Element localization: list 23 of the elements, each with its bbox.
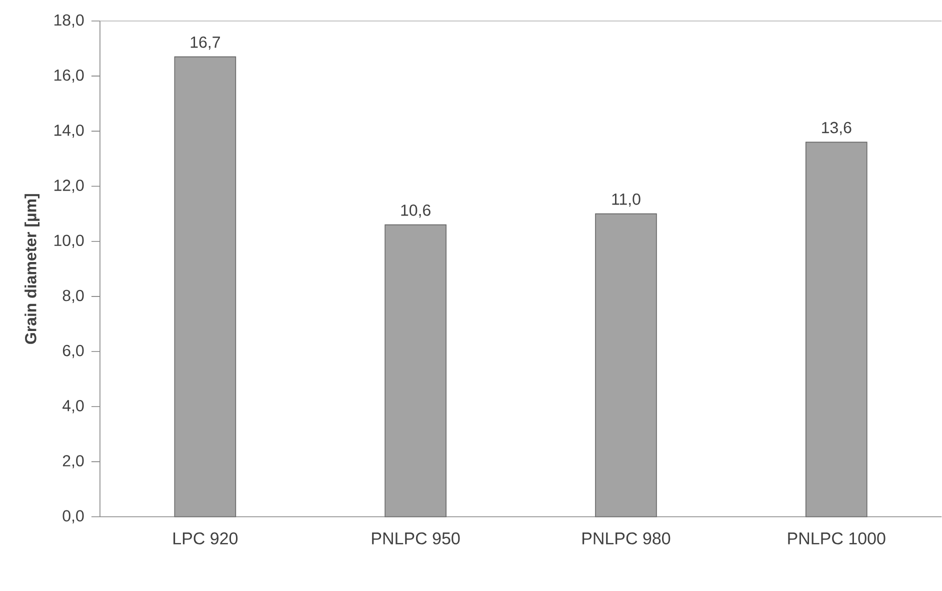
bar	[384, 224, 446, 518]
x-tick-label: PNLPC 950	[372, 532, 460, 545]
bar	[595, 214, 657, 518]
data-label: 13,6	[822, 122, 852, 136]
y-tick-label: 10,0	[54, 234, 84, 248]
data-label: 16,7	[190, 36, 220, 50]
x-tick-label: PNLPC 1000	[788, 532, 886, 545]
x-tick-label: LPC 920	[173, 532, 238, 545]
y-tick-label: 12,0	[54, 180, 84, 193]
y-tick-label: 2,0	[62, 455, 84, 468]
y-axis-title: Grain diameter [µm]	[24, 194, 40, 344]
y-tick-label: 14,0	[54, 124, 84, 138]
bar	[805, 142, 868, 518]
data-label: 11,0	[612, 194, 640, 207]
y-tick-label: 18,0	[54, 14, 84, 28]
data-label: 10,6	[401, 204, 430, 218]
y-tick-label: 4,0	[62, 400, 84, 414]
bar	[174, 56, 236, 518]
y-tick-label: 16,0	[54, 70, 84, 83]
y-tick-label: 0,0	[62, 510, 84, 524]
y-tick-label: 6,0	[62, 345, 84, 358]
x-tick-label: PNLPC 980	[582, 532, 670, 545]
y-tick-label: 8,0	[62, 290, 84, 304]
